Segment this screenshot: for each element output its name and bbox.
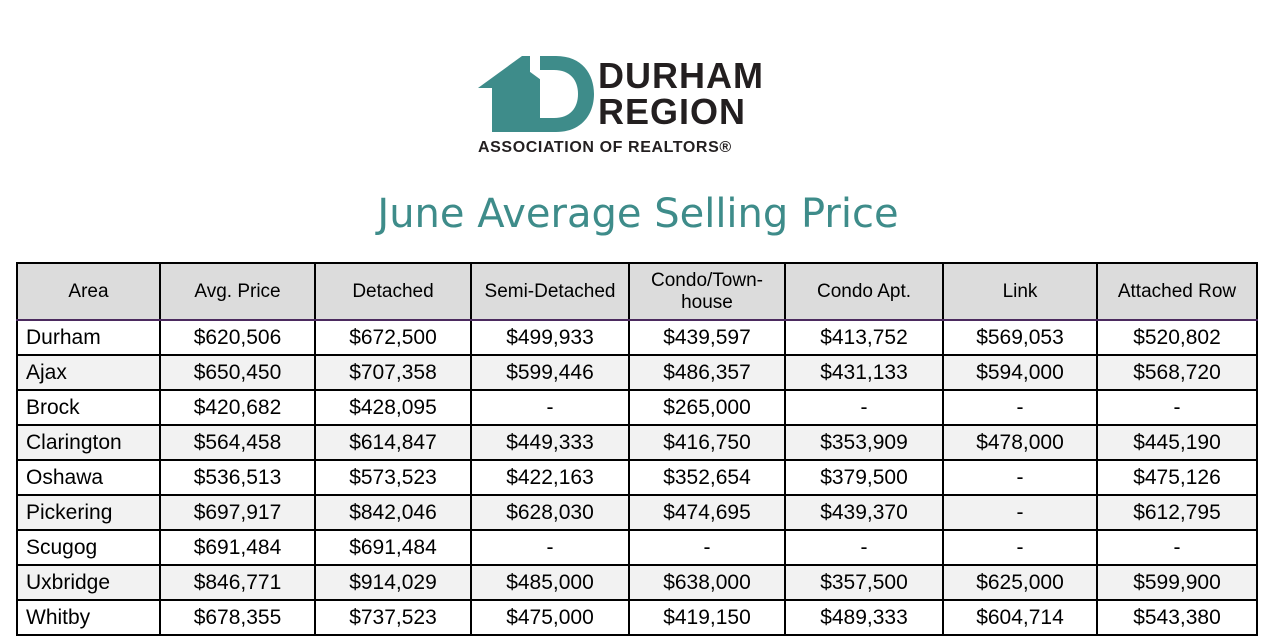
cell-link: - — [942, 459, 1098, 496]
table-row: Uxbridge $846,771 $914,029 $485,000 $638… — [16, 564, 1258, 601]
association-logo: DURHAM REGION ASSOCIATION OF REALTORS® — [478, 52, 798, 162]
cell-avg-price: $697,917 — [159, 494, 316, 531]
cell-attached-row: $568,720 — [1096, 354, 1258, 391]
cell-attached-row: $475,126 — [1096, 459, 1258, 496]
table-row: Durham $620,506 $672,500 $499,933 $439,5… — [16, 319, 1258, 356]
cell-attached-row: $520,802 — [1096, 319, 1258, 356]
table-row: Whitby $678,355 $737,523 $475,000 $419,1… — [16, 599, 1258, 636]
cell-condo-townhouse: $352,654 — [628, 459, 786, 496]
logo-text-region: REGION — [598, 91, 747, 132]
cell-avg-price: $536,513 — [159, 459, 316, 496]
cell-avg-price: $650,450 — [159, 354, 316, 391]
cell-semi-detached: $449,333 — [470, 424, 630, 461]
table-header-row: Area Avg. Price Detached Semi-Detached C… — [16, 262, 1258, 321]
cell-avg-price: $564,458 — [159, 424, 316, 461]
cell-link: $604,714 — [942, 599, 1098, 636]
header-semi-detached: Semi-Detached — [470, 262, 630, 321]
cell-area: Oshawa — [16, 459, 161, 496]
cell-link: $569,053 — [942, 319, 1098, 356]
cell-semi-detached: - — [470, 389, 630, 426]
cell-avg-price: $620,506 — [159, 319, 316, 356]
cell-condo-apt: $357,500 — [784, 564, 944, 601]
cell-semi-detached: $422,163 — [470, 459, 630, 496]
cell-attached-row: $543,380 — [1096, 599, 1258, 636]
cell-condo-townhouse: $638,000 — [628, 564, 786, 601]
cell-condo-apt: $431,133 — [784, 354, 944, 391]
page-title: June Average Selling Price — [377, 191, 899, 237]
cell-attached-row: $612,795 — [1096, 494, 1258, 531]
cell-link: - — [942, 389, 1098, 426]
cell-area: Clarington — [16, 424, 161, 461]
cell-semi-detached: $628,030 — [470, 494, 630, 531]
cell-avg-price: $678,355 — [159, 599, 316, 636]
table-row: Ajax $650,450 $707,358 $599,446 $486,357… — [16, 354, 1258, 391]
cell-semi-detached: $485,000 — [470, 564, 630, 601]
cell-area: Scugog — [16, 529, 161, 566]
cell-area: Brock — [16, 389, 161, 426]
table-row: Pickering $697,917 $842,046 $628,030 $47… — [16, 494, 1258, 531]
cell-link: - — [942, 529, 1098, 566]
cell-detached: $914,029 — [314, 564, 472, 601]
table-row: Clarington $564,458 $614,847 $449,333 $4… — [16, 424, 1258, 461]
cell-attached-row: - — [1096, 389, 1258, 426]
header-condo-townhouse: Condo/Town-house — [628, 262, 786, 321]
cell-link: $594,000 — [942, 354, 1098, 391]
cell-semi-detached: $599,446 — [470, 354, 630, 391]
house-d-logo-icon — [478, 56, 594, 132]
header-detached: Detached — [314, 262, 472, 321]
cell-area: Durham — [16, 319, 161, 356]
cell-condo-townhouse: $439,597 — [628, 319, 786, 356]
cell-condo-townhouse: $419,150 — [628, 599, 786, 636]
cell-condo-apt: $439,370 — [784, 494, 944, 531]
cell-condo-apt: - — [784, 529, 944, 566]
cell-condo-townhouse: $474,695 — [628, 494, 786, 531]
table-row: Oshawa $536,513 $573,523 $422,163 $352,6… — [16, 459, 1258, 496]
cell-detached: $428,095 — [314, 389, 472, 426]
cell-condo-apt: $353,909 — [784, 424, 944, 461]
cell-condo-apt: $379,500 — [784, 459, 944, 496]
cell-area: Whitby — [16, 599, 161, 636]
cell-attached-row: $599,900 — [1096, 564, 1258, 601]
cell-semi-detached: $499,933 — [470, 319, 630, 356]
header-avg-price: Avg. Price — [159, 262, 316, 321]
cell-link: $478,000 — [942, 424, 1098, 461]
cell-condo-apt: $489,333 — [784, 599, 944, 636]
cell-condo-townhouse: - — [628, 529, 786, 566]
price-table: Area Avg. Price Detached Semi-Detached C… — [16, 262, 1258, 636]
cell-area: Uxbridge — [16, 564, 161, 601]
cell-condo-townhouse: $416,750 — [628, 424, 786, 461]
table-row: Scugog $691,484 $691,484 - - - - - — [16, 529, 1258, 566]
cell-detached: $707,358 — [314, 354, 472, 391]
cell-detached: $672,500 — [314, 319, 472, 356]
cell-attached-row: $445,190 — [1096, 424, 1258, 461]
logo-subtitle: ASSOCIATION OF REALTORS® — [478, 139, 732, 156]
logo-text-durham: DURHAM — [598, 55, 764, 96]
cell-condo-townhouse: $486,357 — [628, 354, 786, 391]
header-condo-apt: Condo Apt. — [784, 262, 944, 321]
cell-area: Pickering — [16, 494, 161, 531]
cell-detached: $573,523 — [314, 459, 472, 496]
header-attached-row: Attached Row — [1096, 262, 1258, 321]
cell-detached: $691,484 — [314, 529, 472, 566]
cell-area: Ajax — [16, 354, 161, 391]
cell-semi-detached: - — [470, 529, 630, 566]
cell-link: - — [942, 494, 1098, 531]
cell-link: $625,000 — [942, 564, 1098, 601]
cell-detached: $737,523 — [314, 599, 472, 636]
cell-avg-price: $691,484 — [159, 529, 316, 566]
cell-condo-apt: $413,752 — [784, 319, 944, 356]
cell-attached-row: - — [1096, 529, 1258, 566]
cell-condo-townhouse: $265,000 — [628, 389, 786, 426]
header-area: Area — [16, 262, 161, 321]
cell-detached: $614,847 — [314, 424, 472, 461]
cell-semi-detached: $475,000 — [470, 599, 630, 636]
header-link: Link — [942, 262, 1098, 321]
table-row: Brock $420,682 $428,095 - $265,000 - - - — [16, 389, 1258, 426]
cell-avg-price: $420,682 — [159, 389, 316, 426]
cell-detached: $842,046 — [314, 494, 472, 531]
cell-avg-price: $846,771 — [159, 564, 316, 601]
cell-condo-apt: - — [784, 389, 944, 426]
